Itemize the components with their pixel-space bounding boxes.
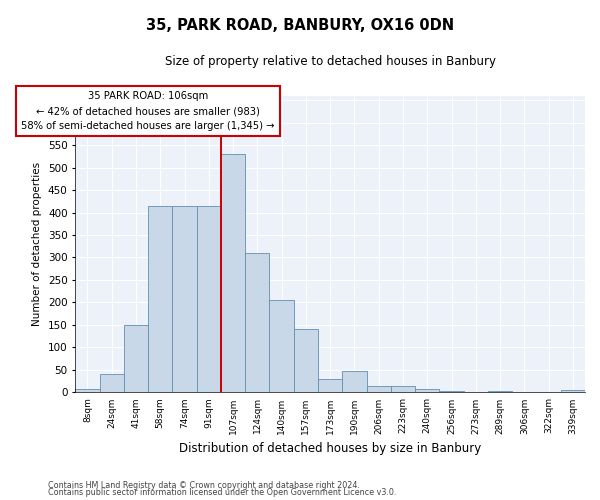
Bar: [367, 386, 391, 392]
Text: 35, PARK ROAD, BANBURY, OX16 0DN: 35, PARK ROAD, BANBURY, OX16 0DN: [146, 18, 454, 32]
Bar: [221, 154, 245, 392]
Bar: [391, 386, 415, 392]
Bar: [561, 390, 585, 392]
Text: Contains public sector information licensed under the Open Government Licence v3: Contains public sector information licen…: [48, 488, 397, 497]
Y-axis label: Number of detached properties: Number of detached properties: [32, 162, 43, 326]
Bar: [415, 389, 439, 392]
Bar: [148, 206, 172, 392]
Bar: [318, 379, 342, 392]
Text: 35 PARK ROAD: 106sqm
← 42% of detached houses are smaller (983)
58% of semi-deta: 35 PARK ROAD: 106sqm ← 42% of detached h…: [22, 92, 275, 131]
X-axis label: Distribution of detached houses by size in Banbury: Distribution of detached houses by size …: [179, 442, 481, 455]
Bar: [124, 325, 148, 392]
Bar: [245, 253, 269, 392]
Bar: [488, 391, 512, 392]
Text: Contains HM Land Registry data © Crown copyright and database right 2024.: Contains HM Land Registry data © Crown c…: [48, 480, 360, 490]
Bar: [76, 389, 100, 392]
Bar: [269, 300, 294, 392]
Bar: [172, 206, 197, 392]
Title: Size of property relative to detached houses in Banbury: Size of property relative to detached ho…: [164, 55, 496, 68]
Bar: [294, 330, 318, 392]
Bar: [100, 374, 124, 392]
Bar: [197, 206, 221, 392]
Bar: [439, 390, 464, 392]
Bar: [342, 371, 367, 392]
